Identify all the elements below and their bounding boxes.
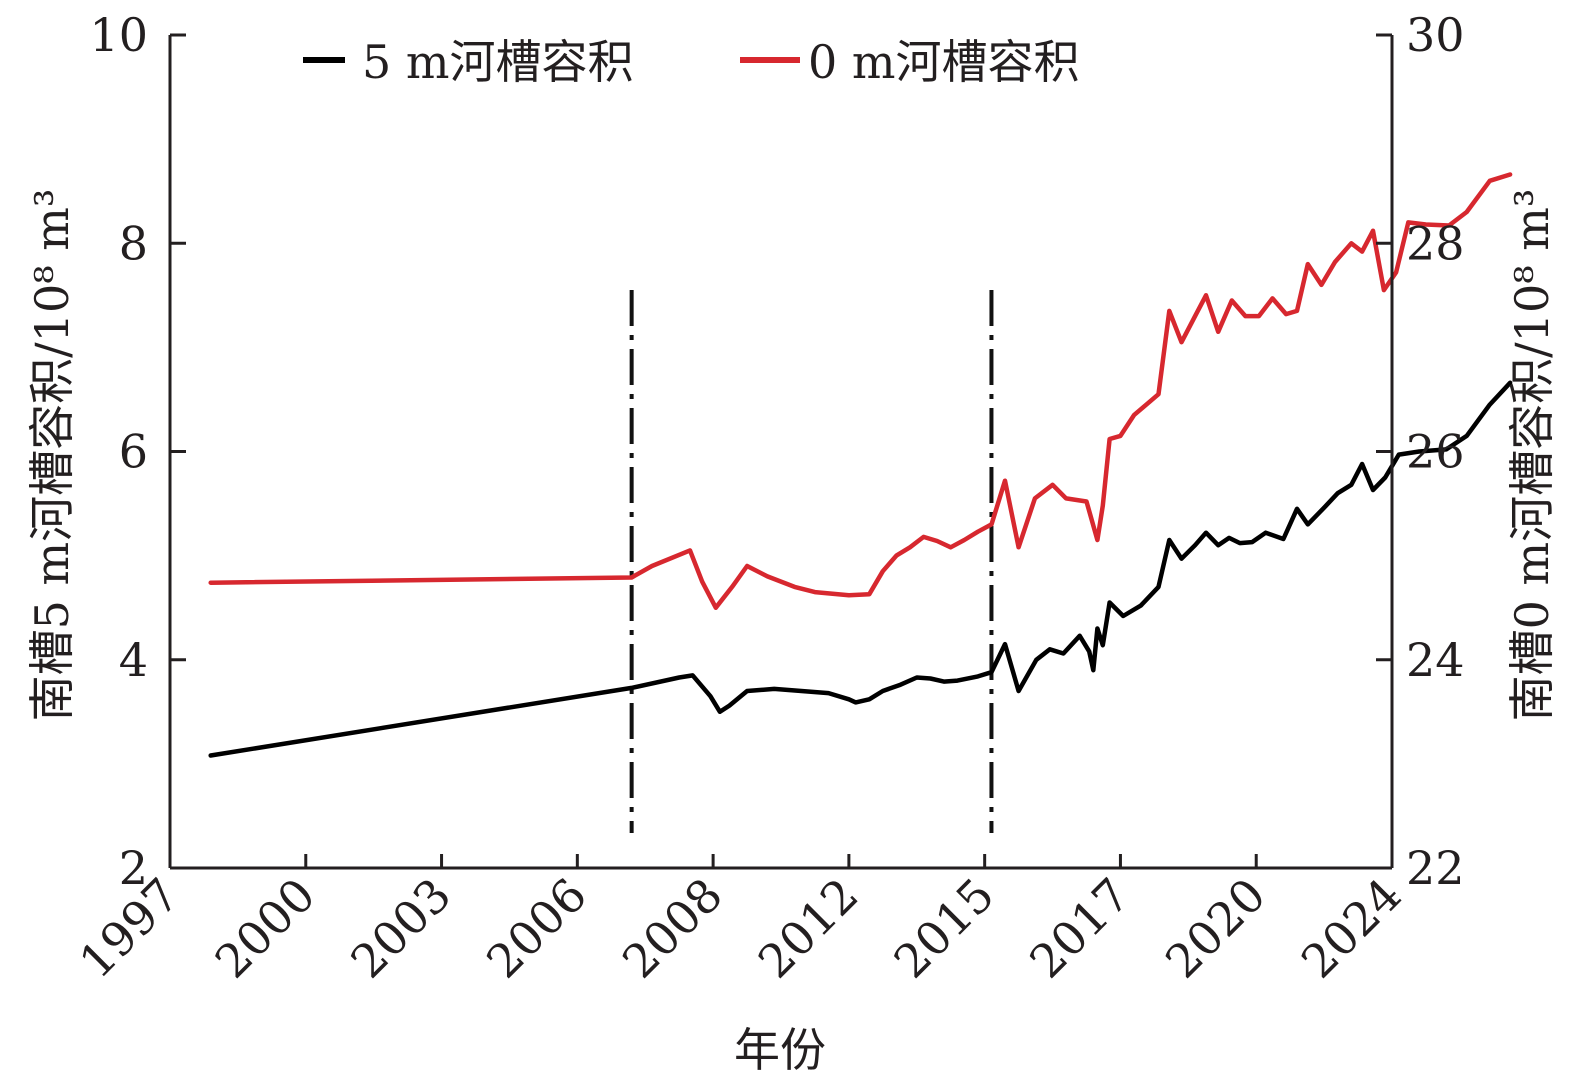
legend-label-0m: 0 m河槽容积	[808, 35, 1080, 89]
vertical-markers	[629, 290, 994, 833]
right-y-tick-label-24: 24	[1406, 633, 1465, 687]
series-line-5m	[208, 380, 1513, 758]
left-y-tick-label-10: 10	[89, 8, 148, 62]
left-y-tick-label-8: 8	[119, 216, 148, 270]
x-tick-label-2003: 2003	[340, 868, 461, 989]
x-axis-title: 年份	[734, 1023, 826, 1077]
left-y-tick-label-4: 4	[119, 633, 148, 687]
left-y-axis-title: 南槽5 m河槽容积/10⁸ m³	[25, 189, 79, 722]
x-tick-label-2020: 2020	[1155, 868, 1276, 989]
right-y-tick-label-26: 26	[1406, 425, 1465, 479]
x-tick-label-2015: 2015	[883, 868, 1004, 989]
right-y-tick-label-22: 22	[1406, 841, 1465, 895]
x-tick-label-2012: 2012	[748, 868, 869, 989]
x-tick-label-2024: 2024	[1291, 868, 1412, 989]
right-y-tick-label-28: 28	[1406, 216, 1465, 270]
x-tick-label-2006: 2006	[476, 868, 597, 989]
series-line-0m	[208, 172, 1513, 610]
series-lines	[208, 172, 1513, 758]
right-y-tick-label-30: 30	[1406, 8, 1465, 62]
right-y-axis-title: 南槽0 m河槽容积/10⁸ m³	[1505, 189, 1559, 722]
x-tick-label-2017: 2017	[1019, 868, 1140, 989]
legend-label-5m: 5 m河槽容积	[362, 35, 634, 89]
legend: 5 m河槽容积 0 m河槽容积	[303, 35, 1080, 89]
x-tick-label-2000: 2000	[205, 868, 326, 989]
left-y-tick-label-2: 2	[119, 841, 148, 895]
left-y-tick-label-6: 6	[119, 425, 148, 479]
x-tick-label-2008: 2008	[612, 868, 733, 989]
axes: 1997 2000 2003 2006 2008 2012 2015 2017 2020 2024…	[69, 8, 1465, 989]
